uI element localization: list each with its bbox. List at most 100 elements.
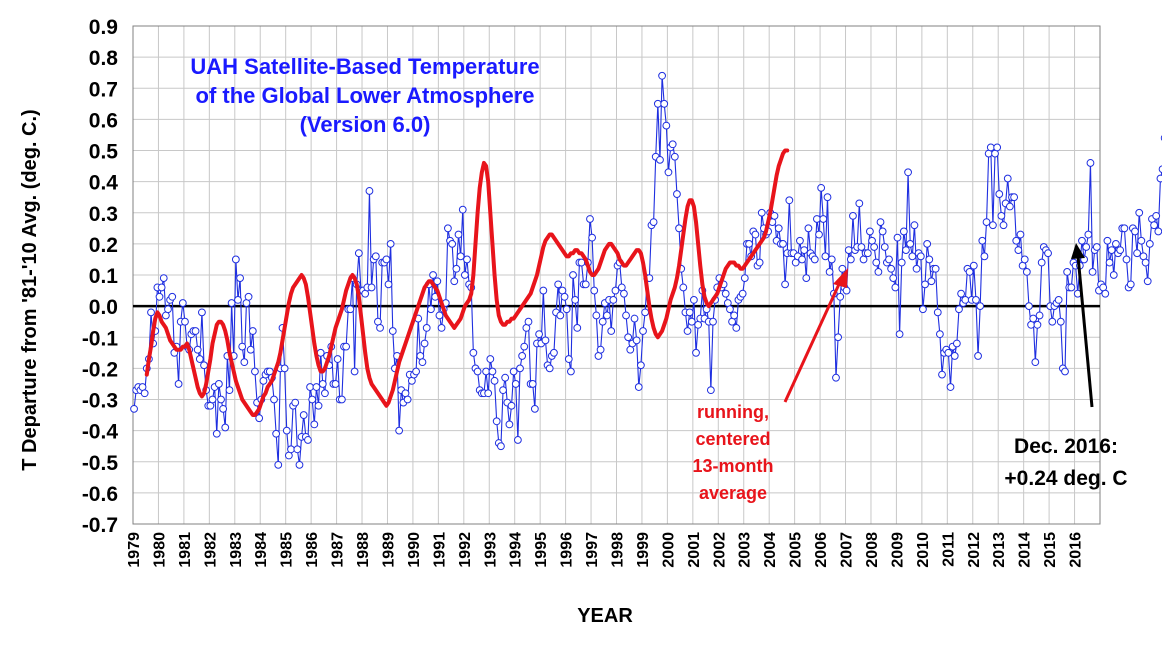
x-tick-label: 2010 xyxy=(915,532,932,568)
monthly-data-point xyxy=(870,243,879,251)
monthly-data-point xyxy=(1084,230,1093,239)
chart-title-line-3: (Version 6.0) xyxy=(300,112,431,137)
y-tick-label: 0.9 xyxy=(89,16,118,39)
monthly-data-point xyxy=(384,280,393,289)
monthly-data-point xyxy=(246,345,255,354)
monthly-data-point xyxy=(1112,239,1120,248)
monthly-data-point xyxy=(581,280,590,289)
monthly-data-point xyxy=(282,426,291,435)
x-tick-label: 2011 xyxy=(940,532,957,567)
x-tick-label: 2000 xyxy=(660,532,677,568)
monthly-data-point xyxy=(435,311,444,320)
monthly-data-point xyxy=(1003,174,1012,183)
monthly-data-point xyxy=(1156,174,1162,183)
monthly-data-point xyxy=(463,255,471,264)
x-tick-label: 1995 xyxy=(533,532,550,568)
monthly-data-point xyxy=(159,274,168,283)
monthly-data-point xyxy=(1012,236,1021,245)
monthly-data-point xyxy=(550,348,558,357)
monthly-data-point xyxy=(535,330,543,339)
monthly-data-point xyxy=(460,271,469,279)
monthly-data-point xyxy=(388,327,397,335)
y-tick-label: 0.7 xyxy=(89,78,118,101)
monthly-data-point xyxy=(683,327,692,335)
monthly-data-point xyxy=(248,327,257,335)
x-tick-label: 2004 xyxy=(762,532,779,568)
monthly-data-point xyxy=(923,239,932,248)
monthly-data-point xyxy=(314,401,323,410)
monthly-data-point xyxy=(825,267,834,276)
monthly-data-point xyxy=(1116,246,1125,255)
monthly-data-point xyxy=(562,305,571,314)
monthly-data-point xyxy=(1107,246,1116,255)
monthly-data-point xyxy=(974,352,982,360)
monthly-data-point xyxy=(639,327,647,335)
monthly-data-point xyxy=(1010,193,1019,202)
monthly-data-point xyxy=(866,227,874,236)
monthly-data-point xyxy=(624,333,633,342)
monthly-data-point xyxy=(238,342,247,351)
monthly-data-point xyxy=(1105,258,1114,267)
monthly-data-point xyxy=(857,243,866,251)
monthly-data-point xyxy=(516,364,524,373)
monthly-data-point xyxy=(919,305,927,314)
monthly-data-point xyxy=(545,364,554,373)
monthly-data-point xyxy=(952,339,961,348)
monthly-data-point xyxy=(501,373,510,382)
x-tick-label: 1987 xyxy=(330,532,347,568)
x-tick-label: 1986 xyxy=(304,532,321,568)
monthly-data-point xyxy=(198,308,206,317)
y-tick-label: -0.6 xyxy=(82,483,118,506)
monthly-data-point xyxy=(227,299,236,307)
monthly-data-point xyxy=(418,358,427,367)
monthly-data-point xyxy=(1145,239,1154,248)
monthly-data-point xyxy=(740,274,749,283)
monthly-data-point xyxy=(846,255,855,264)
monthly-data-point xyxy=(1135,208,1144,217)
monthly-data-point xyxy=(365,187,374,195)
monthly-data-point xyxy=(1103,236,1112,245)
monthly-data-point xyxy=(878,227,887,236)
monthly-data-point xyxy=(976,302,985,311)
y-tick-label: -0.5 xyxy=(82,452,119,475)
monthly-data-point xyxy=(1033,320,1042,329)
monthly-data-point xyxy=(437,324,446,332)
monthly-data-point xyxy=(433,277,442,286)
monthly-data-point xyxy=(946,383,955,391)
monthly-data-point xyxy=(318,380,327,388)
monthly-data-point xyxy=(827,255,836,264)
monthly-data-point xyxy=(312,383,321,391)
monthly-data-point xyxy=(902,246,910,255)
monthly-data-point xyxy=(813,215,821,223)
x-tick-label: 2005 xyxy=(788,532,805,568)
monthly-data-point xyxy=(569,271,577,279)
monthly-data-point xyxy=(598,317,607,326)
monthly-data-point xyxy=(1037,258,1046,267)
monthly-data-point xyxy=(685,308,694,317)
monthly-data-point xyxy=(509,367,518,376)
monthly-data-point xyxy=(337,395,346,404)
monthly-data-point xyxy=(832,373,840,382)
monthly-data-point xyxy=(982,218,991,226)
monthly-data-point xyxy=(219,404,228,413)
monthly-data-point xyxy=(997,211,1006,220)
monthly-data-point xyxy=(675,224,683,233)
monthly-data-point xyxy=(308,395,317,404)
monthly-data-point xyxy=(1086,159,1095,167)
monthly-data-point xyxy=(908,252,917,261)
monthly-data-point xyxy=(899,227,908,236)
dec-2016-annotation-arrowhead xyxy=(1071,243,1085,259)
monthly-data-point xyxy=(200,361,208,370)
monthly-data-point xyxy=(140,389,149,398)
monthly-data-point xyxy=(484,389,493,398)
monthly-data-point xyxy=(751,230,760,239)
monthly-data-point xyxy=(1031,358,1040,367)
monthly-data-point xyxy=(444,224,452,233)
y-tick-label: 0.0 xyxy=(89,296,118,319)
monthly-data-point xyxy=(863,249,872,258)
running-average-annotation-line-2: centered xyxy=(695,429,770,449)
x-tick-label: 1985 xyxy=(279,532,296,568)
monthly-data-point xyxy=(448,239,457,248)
monthly-data-point xyxy=(802,274,811,283)
